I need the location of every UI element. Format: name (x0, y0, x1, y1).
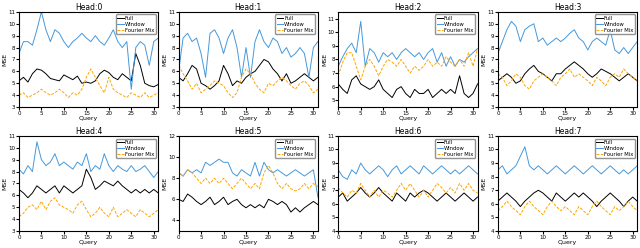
Title: Head:6: Head:6 (394, 127, 422, 136)
Y-axis label: MSE: MSE (163, 177, 168, 190)
Title: Head:0: Head:0 (75, 3, 102, 12)
Title: Head:4: Head:4 (75, 127, 102, 136)
Y-axis label: MSE: MSE (322, 53, 327, 66)
Legend: Full, Window, Fourier Mix: Full, Window, Fourier Mix (275, 138, 316, 158)
Title: Head:2: Head:2 (394, 3, 422, 12)
Title: Head:7: Head:7 (554, 127, 581, 136)
Legend: Full, Window, Fourier Mix: Full, Window, Fourier Mix (275, 14, 316, 34)
Y-axis label: MSE: MSE (3, 177, 8, 190)
Y-axis label: MSE: MSE (482, 177, 487, 190)
Legend: Full, Window, Fourier Mix: Full, Window, Fourier Mix (595, 138, 635, 158)
Legend: Full, Window, Fourier Mix: Full, Window, Fourier Mix (116, 14, 156, 34)
Y-axis label: MSE: MSE (322, 177, 327, 190)
Y-axis label: MSE: MSE (163, 53, 168, 66)
X-axis label: Query: Query (558, 240, 577, 245)
Title: Head:1: Head:1 (235, 3, 262, 12)
X-axis label: Query: Query (558, 116, 577, 121)
Title: Head:5: Head:5 (234, 127, 262, 136)
Legend: Full, Window, Fourier Mix: Full, Window, Fourier Mix (116, 138, 156, 158)
Legend: Full, Window, Fourier Mix: Full, Window, Fourier Mix (595, 14, 635, 34)
Y-axis label: MSE: MSE (3, 53, 8, 66)
Legend: Full, Window, Fourier Mix: Full, Window, Fourier Mix (435, 14, 475, 34)
Y-axis label: MSE: MSE (482, 53, 487, 66)
Legend: Full, Window, Fourier Mix: Full, Window, Fourier Mix (435, 138, 475, 158)
X-axis label: Query: Query (79, 116, 98, 121)
X-axis label: Query: Query (398, 240, 417, 245)
X-axis label: Query: Query (79, 240, 98, 245)
X-axis label: Query: Query (239, 116, 258, 121)
Title: Head:3: Head:3 (554, 3, 581, 12)
X-axis label: Query: Query (398, 116, 417, 121)
X-axis label: Query: Query (239, 240, 258, 245)
